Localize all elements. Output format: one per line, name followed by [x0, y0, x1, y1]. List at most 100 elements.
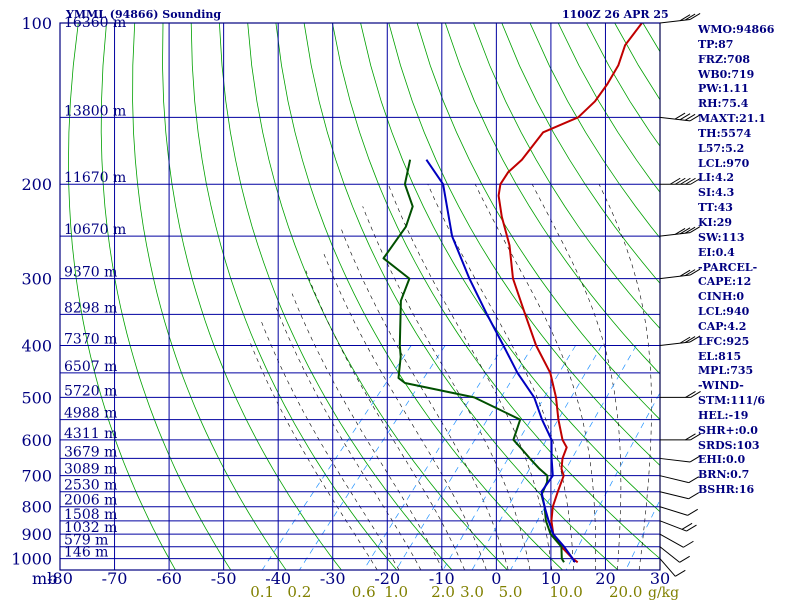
wind-barb-flag — [669, 177, 681, 185]
sounding-timestamp: 1100Z 26 APR 25 — [562, 8, 669, 21]
wind-barb-flag — [687, 508, 698, 516]
mixing-ratio-label: 0.6 — [352, 583, 376, 600]
mixing-ratio-label: 3.0 — [460, 583, 484, 600]
mixing-ratio-label: 10.0 — [549, 583, 582, 600]
moist-adiabat — [305, 270, 465, 570]
dewpoint-line — [382, 159, 565, 563]
index-item: BSHR:16 — [698, 483, 755, 497]
wind-barb-flag — [684, 269, 696, 277]
dry-adiabat — [473, 23, 660, 330]
height-label: 7370 m — [64, 331, 117, 347]
wind-barb-flag — [685, 177, 696, 185]
wind-barb-flag — [674, 227, 686, 235]
moist-adiabat — [260, 320, 400, 570]
pressure-tick-label: 400 — [21, 336, 52, 355]
wind-barb-flag — [689, 268, 701, 276]
wind-barb-staff — [659, 558, 676, 577]
index-item: STM:111/6 — [698, 394, 765, 408]
index-item: EL:815 — [698, 349, 742, 363]
wind-barb-staff — [659, 506, 688, 516]
temperature-tick-label: -50 — [211, 569, 237, 588]
moist-adiabat — [323, 253, 487, 570]
index-item: LCL:970 — [698, 156, 750, 170]
wind-barb-staff — [659, 546, 680, 563]
dry-adiabat — [388, 23, 660, 466]
index-item: EI:0.4 — [698, 245, 735, 259]
temperature-tick-label: -20 — [374, 569, 400, 588]
temperature-line — [497, 23, 644, 564]
pressure-tick-label: 600 — [21, 431, 52, 450]
mixing-ratio-label: 0.2 — [287, 583, 311, 600]
wind-barb-staff — [659, 533, 684, 548]
height-label: 579 m — [64, 533, 108, 549]
wind-barb — [660, 433, 701, 441]
index-item: L57:5.2 — [698, 141, 745, 155]
wind-barb-flag — [680, 177, 691, 185]
index-item: WMO:94866 — [698, 23, 775, 36]
moist-adiabat — [427, 184, 574, 570]
mixing-ratio-label: 20.0 — [609, 583, 642, 600]
wind-barb — [659, 455, 701, 463]
wind-barb — [659, 491, 700, 500]
wind-barb-flag — [679, 14, 691, 22]
wind-barb-flag — [689, 226, 701, 234]
index-item: CAPE:12 — [698, 275, 752, 289]
index-item: RH:75.4 — [698, 97, 749, 111]
index-item: LI:4.2 — [698, 171, 735, 185]
wind-barb-flag — [674, 112, 686, 120]
mixing-ratio-label: 2.0 — [431, 583, 455, 600]
mixing-ratio-label: 0.1 — [250, 583, 274, 600]
index-item: SW:113 — [698, 230, 745, 244]
dry-adiabat — [247, 23, 508, 570]
pressure-tick-label: 900 — [21, 525, 52, 544]
dry-adiabat — [416, 23, 660, 421]
pressure-tick-label: 1000 — [11, 550, 52, 569]
wind-barb-flag — [689, 13, 701, 20]
mixing-ratio-unit-label: g/kg — [648, 585, 679, 600]
height-label: 1508 m — [64, 507, 117, 523]
temperature-tick-label: 30 — [650, 569, 670, 588]
parcel-line — [425, 159, 576, 563]
height-label: 4311 m — [64, 426, 117, 442]
index-item: EHI:0.0 — [698, 453, 746, 467]
index-item: CAP:4.2 — [698, 319, 747, 333]
wind-barb-flag — [675, 177, 686, 185]
wind-barb-flag — [689, 335, 701, 343]
index-item: HEL:-19 — [698, 408, 749, 422]
height-label: 4988 m — [64, 406, 117, 422]
index-item: TT:43 — [698, 201, 733, 215]
pressure-tick-label: 800 — [21, 498, 52, 517]
wind-barb-staff — [659, 491, 689, 500]
mixing-ratio-label: 1.0 — [384, 583, 408, 600]
temperature-tick-label: -80 — [47, 569, 73, 588]
index-item: CINH:0 — [698, 290, 745, 304]
wind-barb-flag — [681, 522, 693, 530]
wind-barb-flag — [679, 269, 691, 277]
pressure-tick-label: 300 — [21, 270, 52, 289]
wind-barb — [659, 558, 686, 577]
height-label: 2530 m — [64, 478, 117, 494]
temperature-tick-label: -10 — [429, 569, 455, 588]
dry-adiabat — [190, 23, 398, 570]
wind-barb — [659, 520, 697, 532]
wind-barb-flag — [679, 555, 690, 563]
wind-barb-flag — [679, 227, 691, 235]
index-item: -WIND- — [698, 379, 744, 393]
wind-barb — [659, 533, 694, 548]
wind-barb-flag — [684, 336, 696, 343]
wind-barb-flag — [688, 492, 700, 500]
temperature-tick-label: 10 — [541, 569, 561, 588]
moist-adiabat — [275, 307, 422, 570]
dry-adiabat — [501, 23, 660, 284]
wind-barb — [659, 506, 698, 516]
height-label: 5720 m — [64, 383, 117, 399]
dry-adiabat — [444, 23, 660, 375]
index-item: TH:5574 — [698, 126, 752, 140]
height-label: 6507 m — [64, 359, 117, 375]
wind-barb — [659, 268, 701, 280]
dry-adiabat — [219, 23, 453, 570]
index-item: FRZ:708 — [698, 52, 751, 66]
moist-adiabat — [387, 184, 553, 570]
dry-adiabat — [360, 23, 660, 513]
